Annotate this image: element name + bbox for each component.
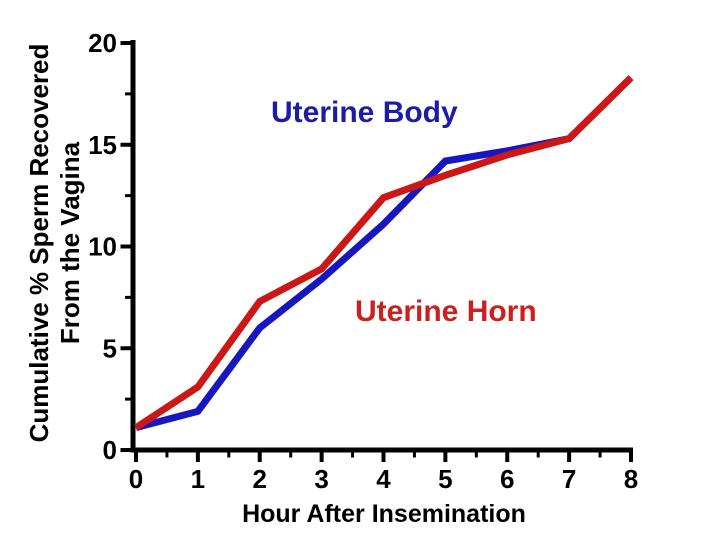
y-tick-label: 15 <box>88 130 117 160</box>
y-tick-label: 5 <box>103 333 117 363</box>
y-tick-label: 10 <box>88 232 117 262</box>
x-tick-label: 1 <box>191 464 205 494</box>
y-tick-label: 20 <box>88 28 117 58</box>
x-tick-label: 5 <box>438 464 452 494</box>
y-axis-title: Cumulative % Sperm Recovered From the Va… <box>24 43 88 443</box>
x-tick-label: 0 <box>129 464 143 494</box>
y-axis-title-line1: Cumulative % Sperm Recovered <box>24 43 54 443</box>
x-tick-label: 8 <box>624 464 638 494</box>
x-tick-label: 2 <box>253 464 267 494</box>
y-tick-label: 0 <box>103 435 117 465</box>
series-label-uterine-horn: Uterine Horn <box>355 295 537 328</box>
series-line-uterine-horn <box>134 75 634 431</box>
x-tick-label: 4 <box>376 464 391 494</box>
x-tick-label: 6 <box>500 464 514 494</box>
y-axis-title-line2: From the Vagina <box>55 141 85 345</box>
x-tick-label: 3 <box>314 464 328 494</box>
x-axis-title: Hour After Insemination <box>242 500 526 528</box>
x-tick-label: 7 <box>562 464 576 494</box>
series-label-uterine-body: Uterine Body <box>271 96 458 129</box>
